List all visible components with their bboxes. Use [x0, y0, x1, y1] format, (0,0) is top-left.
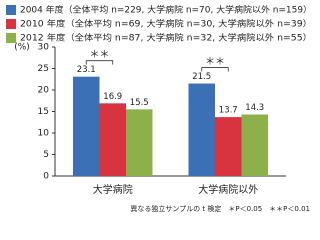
legend-swatch	[6, 19, 16, 29]
legend-swatch	[6, 33, 16, 43]
bar	[215, 117, 242, 176]
value-label: 14.3	[245, 103, 264, 113]
legend-swatch	[6, 5, 16, 15]
chart: (%) 異なる独立サンプルの t 検定 ＊P＜0.05 ＊＊P＜0.01 200…	[6, 5, 312, 213]
significance-bracket	[201, 67, 229, 72]
legend-label: 2010 年度（全体平均 n=69, 大学病院 n=30, 大学病院以外 n=3…	[20, 19, 312, 30]
value-label: 16.9	[103, 92, 122, 102]
value-label: 21.5	[192, 72, 211, 82]
x-tick-label: 大学病院	[93, 183, 133, 196]
y-tick-label: 15	[38, 107, 49, 117]
significance-mark: ＊＊	[90, 50, 110, 61]
significance-bracket	[85, 60, 114, 65]
bar	[126, 109, 153, 176]
note: 異なる独立サンプルの t 検定 ＊P＜0.05 ＊＊P＜0.01	[130, 204, 310, 213]
legend-label: 2004 年度（全体平均 n=229, 大学病院 n=70, 大学病院以外 n=…	[20, 5, 312, 16]
bar	[99, 103, 126, 176]
x-tick-label: 大学病院以外	[198, 183, 258, 196]
y-tick-label: 30	[38, 43, 50, 53]
bar	[188, 83, 215, 176]
bar	[73, 76, 100, 176]
y-tick-label: 5	[43, 150, 49, 160]
significance-mark: ＊＊	[205, 57, 225, 68]
bar	[241, 114, 268, 176]
y-tick-label: 10	[38, 129, 50, 139]
value-label: 23.1	[77, 65, 96, 75]
y-tick-label: 20	[38, 86, 50, 96]
y-tick-label: 25	[38, 64, 49, 74]
y-axis-label: (%)	[14, 43, 30, 53]
legend-label: 2012 年度（全体平均 n=87, 大学病院 n=32, 大学病院以外 n=5…	[20, 33, 312, 44]
y-tick-label: 0	[43, 172, 49, 182]
value-label: 13.7	[219, 106, 238, 116]
value-label: 15.5	[130, 98, 149, 108]
